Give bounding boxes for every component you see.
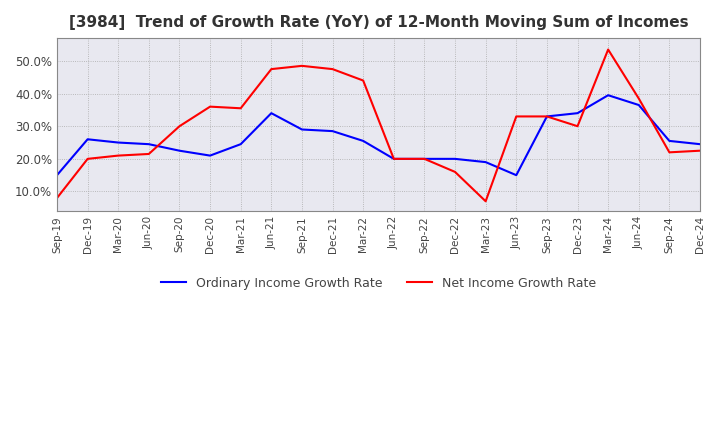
Ordinary Income Growth Rate [573,110,582,116]
Ordinary Income Growth Rate [390,156,398,161]
Net Income Growth Rate [482,198,490,204]
Ordinary Income Growth Rate [482,159,490,165]
Net Income Growth Rate [634,96,643,101]
Net Income Growth Rate [359,78,367,83]
Title: [3984]  Trend of Growth Rate (YoY) of 12-Month Moving Sum of Incomes: [3984] Trend of Growth Rate (YoY) of 12-… [68,15,688,30]
Net Income Growth Rate [84,156,92,161]
Ordinary Income Growth Rate [175,148,184,154]
Net Income Growth Rate [390,156,398,161]
Net Income Growth Rate [53,195,61,201]
Ordinary Income Growth Rate [665,138,674,143]
Net Income Growth Rate [175,124,184,129]
Ordinary Income Growth Rate [543,114,552,119]
Ordinary Income Growth Rate [267,110,276,116]
Legend: Ordinary Income Growth Rate, Net Income Growth Rate: Ordinary Income Growth Rate, Net Income … [156,272,601,295]
Net Income Growth Rate [420,156,428,161]
Ordinary Income Growth Rate [236,142,245,147]
Net Income Growth Rate [267,66,276,72]
Net Income Growth Rate [297,63,306,69]
Ordinary Income Growth Rate [206,153,215,158]
Net Income Growth Rate [512,114,521,119]
Net Income Growth Rate [328,66,337,72]
Ordinary Income Growth Rate [696,142,704,147]
Ordinary Income Growth Rate [53,172,61,178]
Ordinary Income Growth Rate [359,138,367,143]
Ordinary Income Growth Rate [604,92,613,98]
Line: Net Income Growth Rate: Net Income Growth Rate [57,50,700,201]
Ordinary Income Growth Rate [634,103,643,108]
Net Income Growth Rate [665,150,674,155]
Ordinary Income Growth Rate [420,156,428,161]
Net Income Growth Rate [573,124,582,129]
Net Income Growth Rate [206,104,215,109]
Net Income Growth Rate [696,148,704,154]
Line: Ordinary Income Growth Rate: Ordinary Income Growth Rate [57,95,700,175]
Ordinary Income Growth Rate [145,142,153,147]
Net Income Growth Rate [145,151,153,157]
Net Income Growth Rate [543,114,552,119]
Ordinary Income Growth Rate [512,172,521,178]
Net Income Growth Rate [236,106,245,111]
Ordinary Income Growth Rate [451,156,459,161]
Ordinary Income Growth Rate [297,127,306,132]
Net Income Growth Rate [604,47,613,52]
Ordinary Income Growth Rate [328,128,337,134]
Net Income Growth Rate [451,169,459,175]
Ordinary Income Growth Rate [114,140,122,145]
Net Income Growth Rate [114,153,122,158]
Ordinary Income Growth Rate [84,137,92,142]
